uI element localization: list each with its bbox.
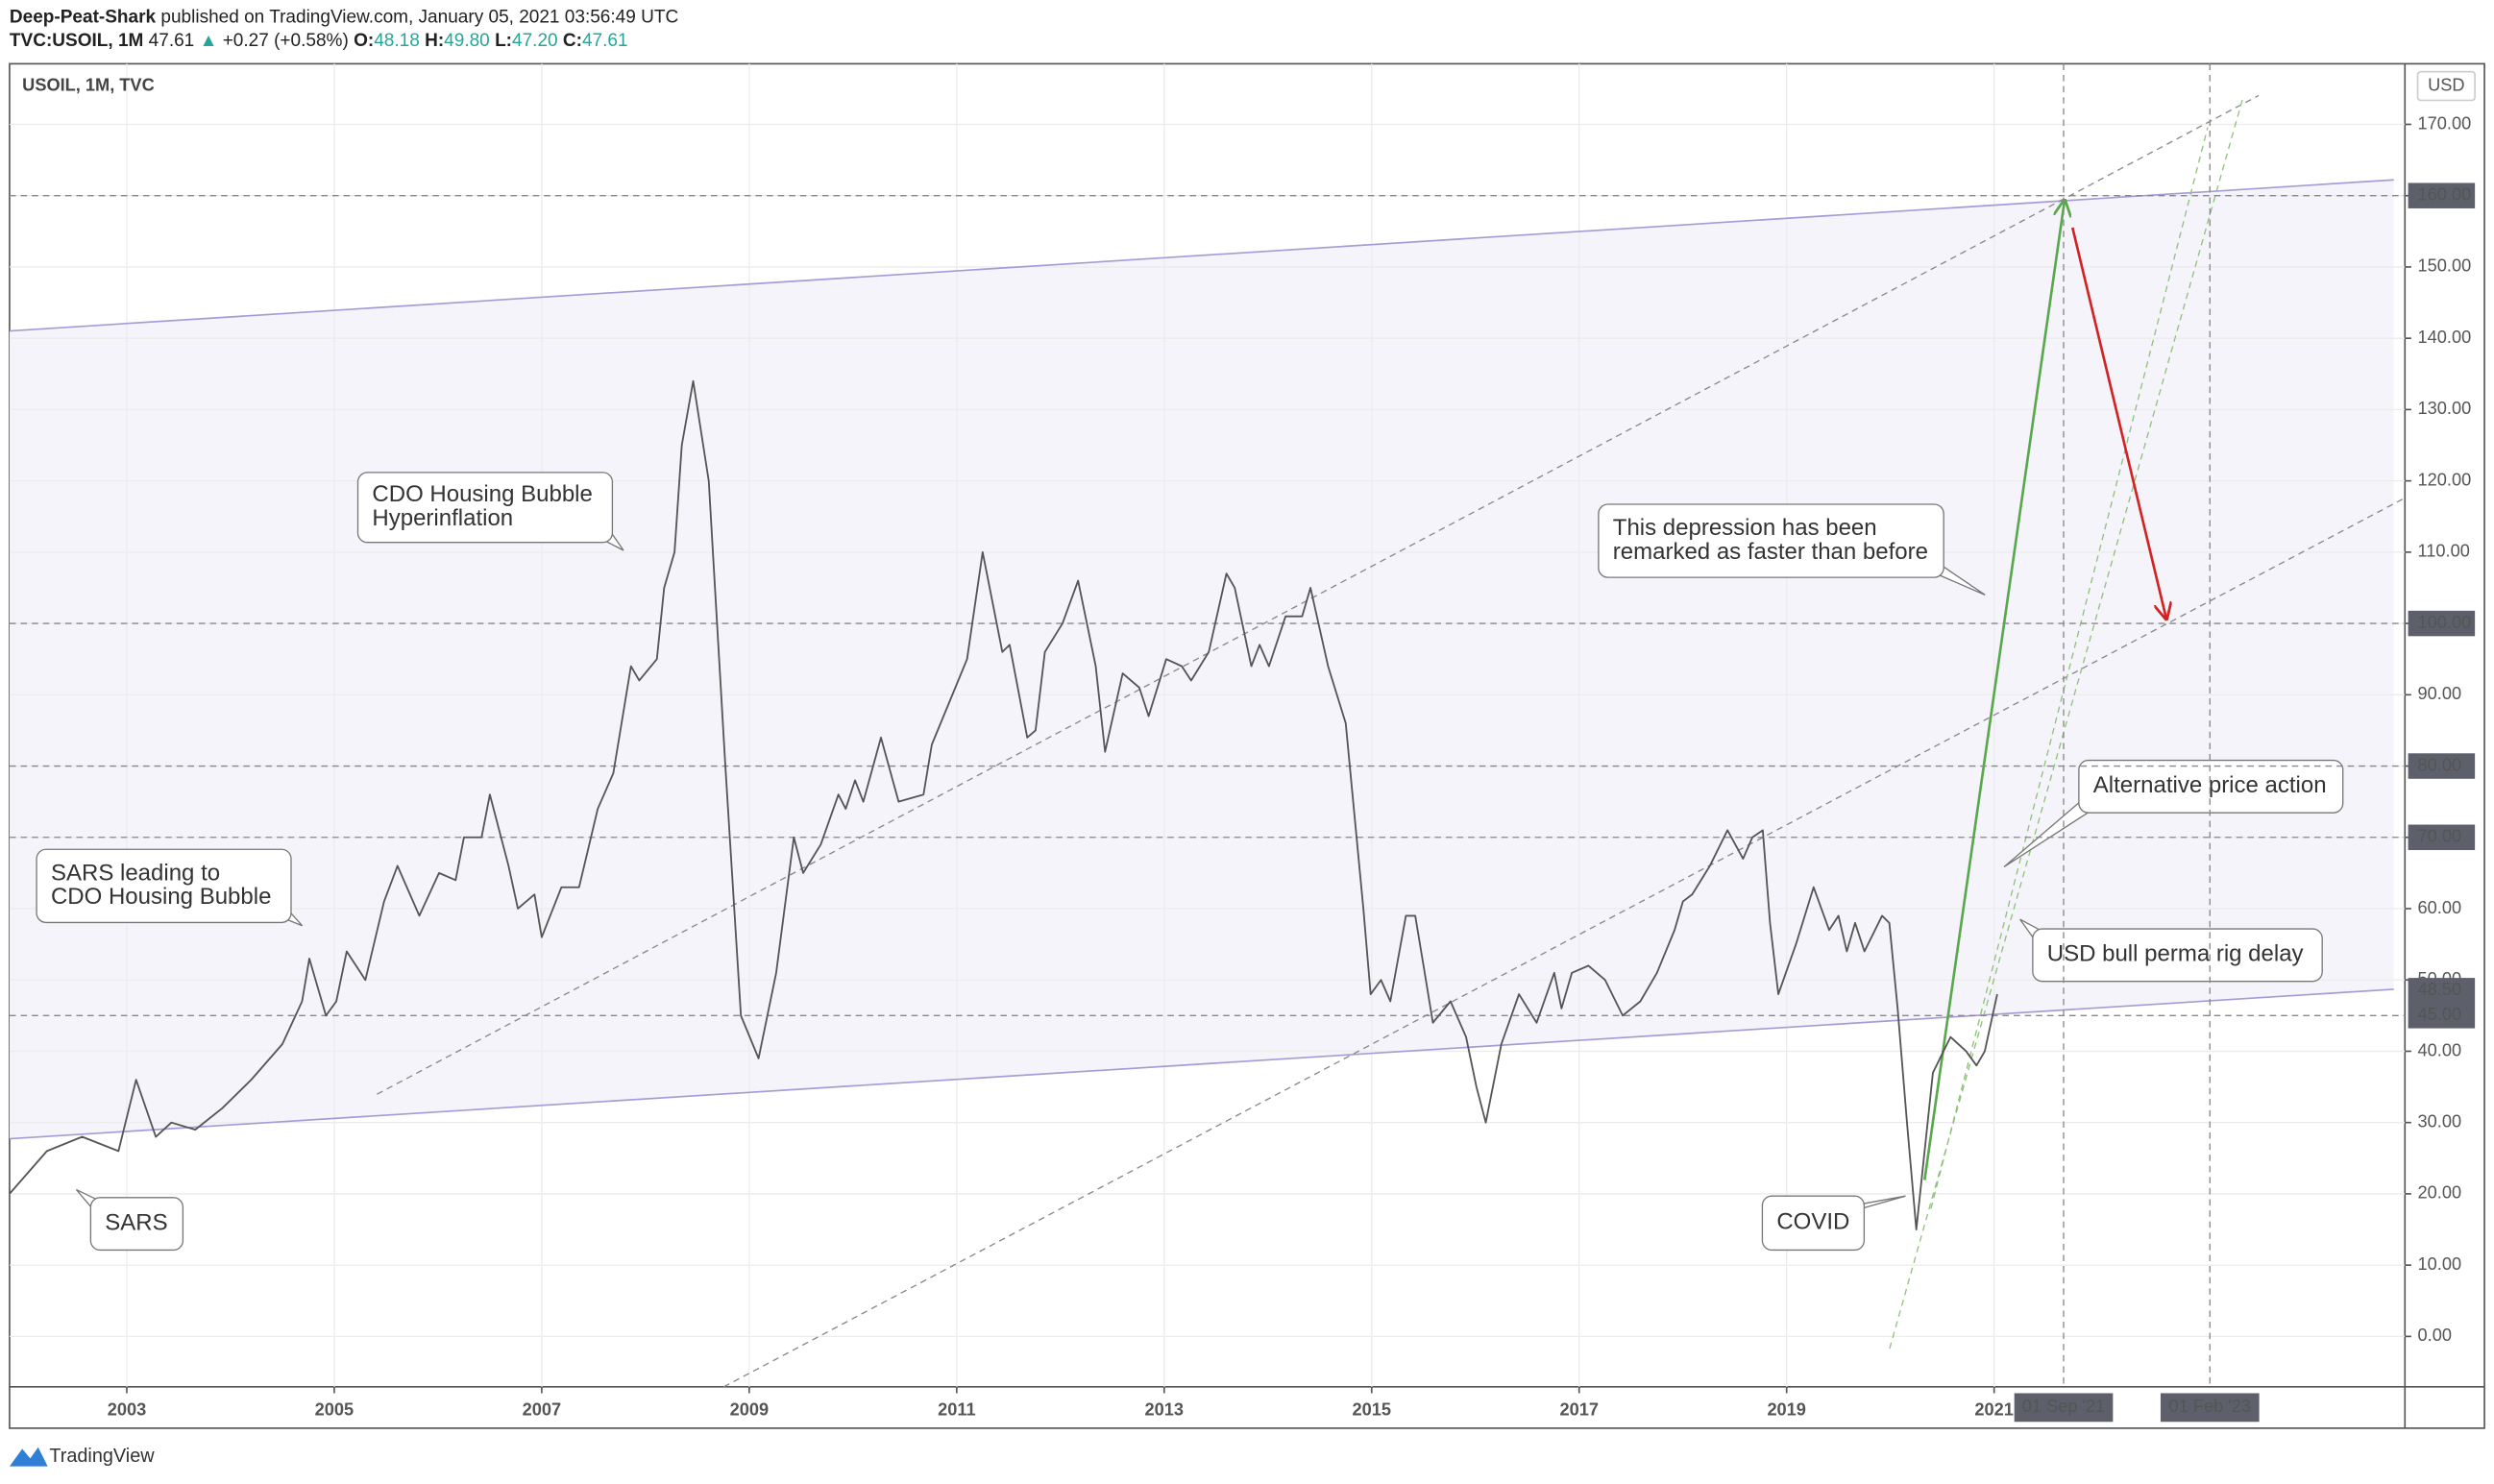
callout-text: SARS leading to xyxy=(51,860,220,886)
y-tick-label: 20.00 xyxy=(2418,1183,2462,1203)
x-tick-label: 2021 xyxy=(1974,1399,2014,1419)
callout-box xyxy=(2078,759,2344,814)
logo xyxy=(9,1447,48,1467)
l-label: L: xyxy=(495,31,512,51)
callout-box xyxy=(1598,503,1944,578)
trend-line xyxy=(722,497,2406,1388)
callout-box xyxy=(1761,1195,1866,1252)
callout: COVID xyxy=(1761,1195,1906,1252)
callout-text: SARS xyxy=(105,1209,167,1235)
low: 47.20 xyxy=(512,31,558,51)
arrow: ▲ xyxy=(200,31,218,51)
y-tick-label: 150.00 xyxy=(2418,256,2472,276)
date-label-box xyxy=(2014,1393,2114,1423)
published: published on TradingView.com, January 05… xyxy=(160,7,678,27)
price-label: 100.00 xyxy=(2418,613,2472,632)
y-tick-label: 170.00 xyxy=(2418,113,2472,133)
currency-box xyxy=(2416,70,2476,102)
y-tick-label: 10.00 xyxy=(2418,1254,2462,1274)
x-tick-label: 2011 xyxy=(938,1399,975,1419)
y-tick-label: 90.00 xyxy=(2418,684,2462,703)
callout-text: CDO Housing Bubble xyxy=(372,481,592,507)
o-label: O: xyxy=(354,31,374,51)
last-price-box xyxy=(2408,978,2476,1004)
close: 47.61 xyxy=(582,31,628,51)
callout-text: COVID xyxy=(1776,1209,1849,1235)
callout-box xyxy=(356,472,614,544)
y-tick-label: 0.00 xyxy=(2418,1326,2452,1345)
trend-line xyxy=(1930,127,2209,1209)
trend-line xyxy=(377,94,2260,1095)
currency: USD xyxy=(2428,75,2464,94)
header-line: Deep-Peat-Shark published on TradingView… xyxy=(10,7,679,27)
price-label-box xyxy=(2408,824,2476,851)
callout-text: remarked as faster than before xyxy=(1613,539,1928,565)
price-label: 70.00 xyxy=(2418,827,2462,846)
high: 49.80 xyxy=(444,31,490,51)
callout-text: This depression has been xyxy=(1613,515,1877,541)
x-tick-label: 2005 xyxy=(315,1399,355,1419)
callout-tail xyxy=(2003,799,2109,868)
callout-text: Hyperinflation xyxy=(372,505,513,531)
callout: USD bull perma rig delay xyxy=(2019,918,2323,983)
change: +0.27 (+0.58%) xyxy=(223,31,349,51)
callout-box xyxy=(2032,928,2323,983)
date-label-box xyxy=(2160,1393,2260,1423)
y-tick-label: 30.00 xyxy=(2418,1111,2462,1131)
y-tick-label: 140.00 xyxy=(2418,328,2472,347)
x-tick-label: 2015 xyxy=(1353,1399,1392,1419)
price-label: 160.00 xyxy=(2418,185,2472,205)
callout: Alternative price action xyxy=(2003,759,2344,868)
channel-top xyxy=(9,179,2394,332)
symbol: TVC:USOIL, 1M xyxy=(10,31,143,51)
c-label: C: xyxy=(563,31,582,51)
channel-fill xyxy=(9,180,2394,1139)
logo-icon xyxy=(9,1447,48,1467)
author: Deep-Peat-Shark xyxy=(10,7,157,27)
y-tick-label: 60.00 xyxy=(2418,898,2462,917)
y-tick-label: 40.00 xyxy=(2418,1040,2462,1059)
symbol-line: TVC:USOIL, 1M 47.61 ▲ +0.27 (+0.58%) O:4… xyxy=(10,31,628,51)
last: 47.61 xyxy=(149,31,195,51)
price-line-series xyxy=(9,379,1998,1230)
callout-box xyxy=(89,1197,184,1252)
channel-bottom xyxy=(9,988,2394,1140)
callout: SARS xyxy=(75,1188,184,1252)
green-arrow xyxy=(1922,201,2065,1180)
x-tick-label: 2017 xyxy=(1559,1399,1599,1419)
date-label: 01 Sep '21 xyxy=(2022,1397,2105,1416)
h-label: H: xyxy=(425,31,444,51)
x-tick-label: 2013 xyxy=(1145,1399,1185,1419)
x-tick-label: 2009 xyxy=(730,1399,770,1419)
price-label-box xyxy=(2408,1003,2476,1029)
x-tick-label: 2019 xyxy=(1767,1399,1806,1419)
y-tick-label: 130.00 xyxy=(2418,399,2472,418)
drawings xyxy=(9,94,2406,1388)
price-label: 45.00 xyxy=(2418,1005,2462,1024)
x-tick-label: 2003 xyxy=(108,1399,146,1419)
y-tick-label: 110.00 xyxy=(2418,542,2470,561)
open: 48.18 xyxy=(374,31,420,51)
price-label-box xyxy=(2408,610,2476,637)
x-tick-label: 2007 xyxy=(523,1399,562,1419)
y-tick-label: 120.00 xyxy=(2418,470,2472,489)
callout-text: USD bull perma rig delay xyxy=(2047,941,2304,967)
price-label-box xyxy=(2408,753,2476,779)
price-label-box xyxy=(2408,182,2476,208)
chart-title: USOIL, 1M, TVC xyxy=(22,75,155,94)
red-arrow xyxy=(2070,227,2166,619)
last-price-label: 48.50 xyxy=(2418,980,2462,999)
callout-box xyxy=(36,848,292,924)
brand: TradingView xyxy=(49,1446,155,1467)
date-label: 01 Feb '23 xyxy=(2169,1397,2251,1416)
price-label: 80.00 xyxy=(2418,755,2462,774)
callout-text: CDO Housing Bubble xyxy=(51,884,271,910)
